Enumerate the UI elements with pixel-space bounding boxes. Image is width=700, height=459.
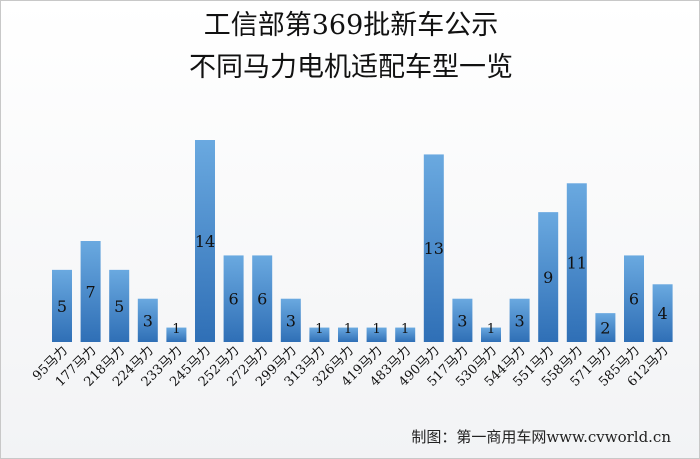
- value-label-612马力: 4: [658, 304, 668, 323]
- value-label-571马力: 2: [600, 319, 610, 338]
- value-label-95马力: 5: [57, 297, 67, 316]
- x-tick-labels-group: 95马力177马力218马力224马力233马力245马力252马力272马力2…: [30, 343, 671, 390]
- bar-544马力: [509, 298, 530, 342]
- chart-title-line2: 不同马力电机适配车型一览: [189, 52, 513, 83]
- bar-419马力: [366, 327, 387, 342]
- bar-272马力: [252, 255, 273, 342]
- chart-title-line1: 工信部第369批新车公示: [203, 10, 499, 41]
- value-label-218马力: 5: [114, 297, 124, 316]
- bar-252马力: [223, 255, 244, 342]
- value-label-517马力: 3: [457, 311, 467, 330]
- bar-224马力: [137, 298, 158, 342]
- bar-558马力: [566, 183, 587, 342]
- value-label-245马力: 14: [195, 232, 215, 251]
- bar-313马力: [309, 327, 330, 342]
- bar-299马力: [280, 298, 301, 342]
- value-label-558马力: 11: [567, 254, 587, 273]
- bar-177马力: [80, 241, 101, 342]
- bar-233马力: [166, 327, 187, 342]
- value-label-233马力: 1: [172, 322, 180, 337]
- bar-585马力: [624, 255, 644, 342]
- value-label-177马力: 7: [86, 283, 96, 302]
- value-label-585马力: 6: [629, 290, 639, 309]
- value-label-530马力: 1: [487, 322, 495, 337]
- bar-517马力: [452, 298, 473, 342]
- value-label-224马力: 3: [143, 311, 153, 330]
- value-label-490马力: 13: [424, 239, 444, 258]
- bar-530马力: [481, 327, 501, 342]
- credit-text: 制图：第一商用车网www.cvworld.cn: [411, 428, 671, 446]
- bar-490马力: [423, 154, 444, 342]
- value-label-551马力: 9: [543, 268, 553, 287]
- bars-group: [52, 140, 673, 342]
- bar-571马力: [595, 313, 616, 342]
- value-label-299马力: 3: [286, 311, 296, 330]
- value-label-483马力: 1: [401, 322, 409, 337]
- bar-245马力: [195, 140, 215, 342]
- bar-612马力: [652, 284, 673, 342]
- value-label-313马力: 1: [315, 322, 323, 337]
- bar-483马力: [395, 327, 416, 342]
- value-label-326马力: 1: [344, 322, 352, 337]
- bar-551马力: [538, 212, 559, 342]
- value-label-544马力: 3: [515, 311, 525, 330]
- bar-218马力: [109, 269, 130, 342]
- value-label-252马力: 6: [229, 290, 239, 309]
- value-label-419马力: 1: [372, 322, 380, 337]
- bar-326马力: [338, 327, 358, 342]
- value-label-272马力: 6: [257, 290, 267, 309]
- bar-95马力: [52, 269, 72, 342]
